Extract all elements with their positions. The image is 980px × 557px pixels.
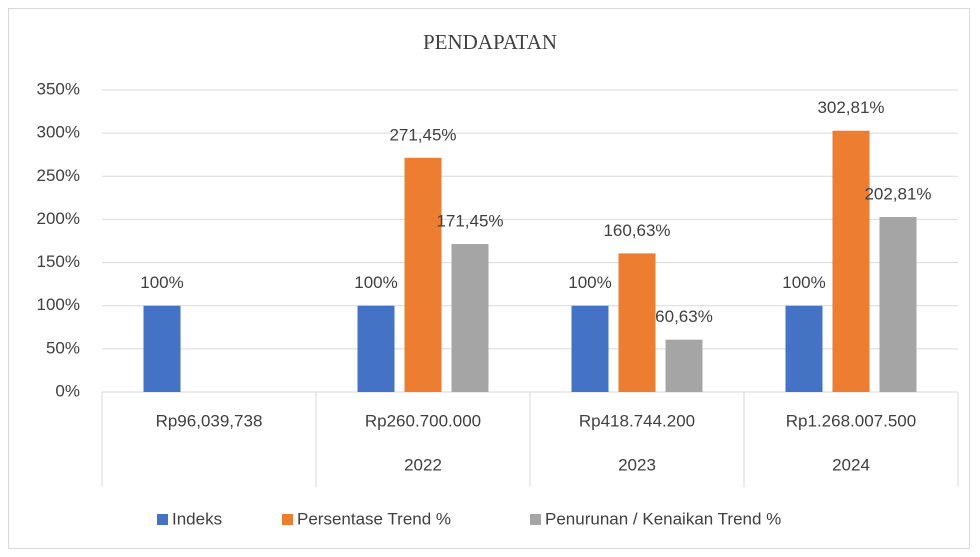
bar bbox=[143, 305, 181, 392]
x-group-label: 2024 bbox=[832, 455, 870, 474]
x-tick-label: Rp1.268.007.500 bbox=[786, 411, 916, 430]
x-tick-label: Rp418.744.200 bbox=[579, 411, 695, 430]
bar bbox=[404, 157, 442, 392]
x-tick-label: Rp96,039,738 bbox=[156, 411, 263, 430]
y-tick-label: 150% bbox=[37, 252, 80, 271]
y-tick-label: 350% bbox=[37, 79, 80, 98]
legend-swatch bbox=[282, 514, 293, 525]
data-label: 60,63% bbox=[655, 307, 713, 326]
legend-swatch bbox=[157, 514, 168, 525]
data-label: 171,45% bbox=[436, 212, 503, 231]
y-tick-label: 200% bbox=[37, 209, 80, 228]
data-label: 100% bbox=[568, 273, 611, 292]
data-label: 202,81% bbox=[864, 184, 931, 203]
bar bbox=[571, 305, 609, 392]
data-label: 100% bbox=[140, 273, 183, 292]
x-tick-label: Rp260.700.000 bbox=[365, 411, 481, 430]
data-label: 100% bbox=[354, 273, 397, 292]
data-label: 271,45% bbox=[389, 125, 456, 144]
bar bbox=[665, 339, 703, 392]
legend-swatch bbox=[530, 514, 541, 525]
data-label: 302,81% bbox=[817, 98, 884, 117]
bar bbox=[879, 217, 917, 392]
x-group-label: 2022 bbox=[404, 455, 442, 474]
y-tick-label: 300% bbox=[37, 123, 80, 142]
bar bbox=[832, 130, 870, 392]
y-tick-label: 0% bbox=[55, 381, 80, 400]
y-tick-label: 100% bbox=[37, 295, 80, 314]
x-group-label: 2023 bbox=[618, 455, 656, 474]
legend-label: Penurunan / Kenaikan Trend % bbox=[545, 509, 781, 528]
chart-title: PENDAPATAN bbox=[423, 30, 557, 54]
chart-border bbox=[8, 8, 970, 549]
legend-label: Persentase Trend % bbox=[297, 509, 451, 528]
data-label: 160,63% bbox=[603, 221, 670, 240]
bar bbox=[618, 253, 656, 392]
data-label: 100% bbox=[782, 273, 825, 292]
y-tick-label: 250% bbox=[37, 166, 80, 185]
legend-label: Indeks bbox=[172, 509, 222, 528]
y-tick-label: 50% bbox=[46, 338, 80, 357]
bar bbox=[785, 305, 823, 392]
bar bbox=[357, 305, 395, 392]
bar bbox=[451, 244, 489, 392]
